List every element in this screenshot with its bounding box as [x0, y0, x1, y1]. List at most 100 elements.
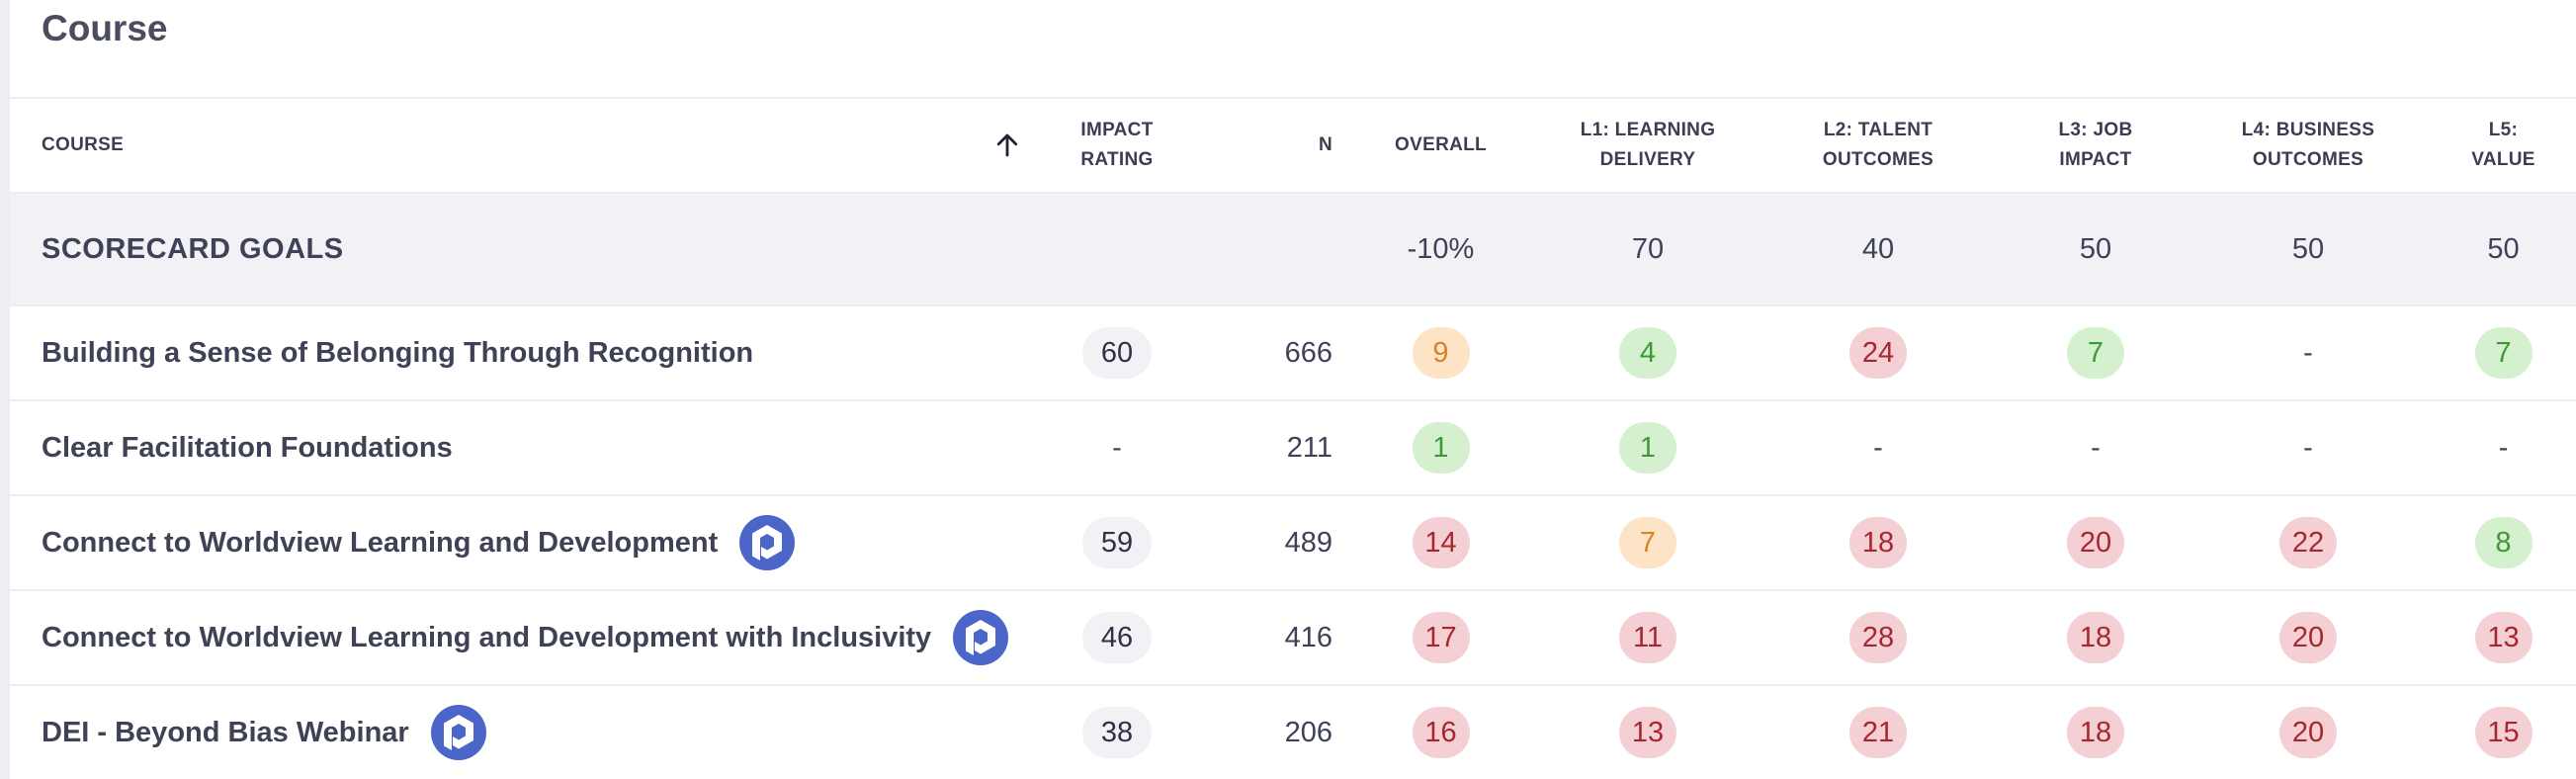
- impact-rating-badge: 46: [1082, 612, 1152, 663]
- course-name[interactable]: Connect to Worldview Learning and Develo…: [42, 526, 719, 559]
- l4-cell: 22: [2199, 496, 2417, 589]
- table-row[interactable]: Building a Sense of Belonging Through Re…: [10, 306, 2576, 401]
- table-row[interactable]: DEI - Beyond Bias Webinar 38 206 16 13 2…: [10, 686, 2576, 779]
- score-badge-l2: 24: [1849, 327, 1907, 379]
- scorecard-goals-label: SCORECARD GOALS: [42, 232, 344, 265]
- n-cell: 489: [1216, 496, 1332, 589]
- provider-logo-icon: [739, 515, 796, 570]
- impact-rating-badge: 38: [1082, 707, 1152, 758]
- course-cell[interactable]: Connect to Worldview Learning and Develo…: [42, 496, 1030, 589]
- score-badge-l3: 7: [2067, 327, 2124, 379]
- score-badge-l5: 7: [2474, 327, 2533, 379]
- column-header-impact-rating[interactable]: IMPACT RATING: [1080, 120, 1154, 170]
- table-body: Building a Sense of Belonging Through Re…: [10, 306, 2576, 779]
- l3-cell: 18: [2017, 686, 2175, 779]
- score-badge-l2: 21: [1849, 707, 1907, 758]
- impact-rating-cell: 46: [1038, 591, 1196, 684]
- overall-cell: 9: [1354, 306, 1527, 399]
- score-badge-overall: 1: [1412, 422, 1470, 474]
- column-header-n[interactable]: N: [1318, 134, 1332, 155]
- impact-rating-badge: -: [1112, 431, 1122, 464]
- l1-cell: 7: [1554, 496, 1742, 589]
- l3-cell: 20: [2017, 496, 2175, 589]
- column-header-l3-job-impact[interactable]: L3: JOB IMPACT: [2058, 120, 2133, 170]
- n-cell: 211: [1216, 401, 1332, 494]
- score-badge-l4: -: [2303, 431, 2313, 464]
- l2-cell: 18: [1779, 496, 1977, 589]
- column-header-l5-value[interactable]: L5: VALUE: [2471, 120, 2535, 170]
- impact-rating-cell: 38: [1038, 686, 1196, 779]
- table-row[interactable]: Connect to Worldview Learning and Develo…: [10, 591, 2576, 686]
- score-badge-l1: 7: [1619, 517, 1676, 568]
- column-header-l4-business-outcomes[interactable]: L4: BUSINESS OUTCOMES: [2241, 120, 2375, 170]
- score-badge-l4: 22: [2279, 517, 2337, 568]
- goal-l1: 70: [1631, 232, 1665, 265]
- column-header-l1-learning-delivery[interactable]: L1: LEARNING DELIVERY: [1580, 120, 1716, 170]
- overall-cell: 17: [1354, 591, 1527, 684]
- l5-cell: 7: [2442, 306, 2565, 399]
- n-value: 416: [1284, 621, 1332, 653]
- l1-cell: 11: [1554, 591, 1742, 684]
- score-badge-l5: 13: [2474, 612, 2533, 663]
- course-table: COURSE IMPACT RATING N OVERALL L1: LEARNI…: [10, 97, 2576, 779]
- n-value: 206: [1284, 716, 1332, 748]
- l2-cell: -: [1779, 401, 1977, 494]
- l2-cell: 28: [1779, 591, 1977, 684]
- score-badge-l2: 28: [1849, 612, 1907, 663]
- l1-cell: 1: [1554, 401, 1742, 494]
- course-cell[interactable]: DEI - Beyond Bias Webinar: [42, 686, 1030, 779]
- n-cell: 206: [1216, 686, 1332, 779]
- score-badge-l3: -: [2091, 431, 2101, 464]
- overall-cell: 16: [1354, 686, 1527, 779]
- course-cell[interactable]: Clear Facilitation Foundations: [42, 401, 1030, 494]
- goal-l4: 50: [2291, 232, 2325, 265]
- course-cell[interactable]: Building a Sense of Belonging Through Re…: [42, 306, 1030, 399]
- score-badge-l4: -: [2303, 336, 2313, 369]
- impact-rating-cell: -: [1038, 401, 1196, 494]
- column-header-overall[interactable]: OVERALL: [1395, 134, 1487, 155]
- course-cell[interactable]: Connect to Worldview Learning and Develo…: [42, 591, 1030, 684]
- table-row[interactable]: Connect to Worldview Learning and Develo…: [10, 496, 2576, 591]
- goal-l2: 40: [1861, 232, 1895, 265]
- score-badge-overall: 9: [1412, 327, 1470, 379]
- course-name[interactable]: DEI - Beyond Bias Webinar: [42, 716, 409, 748]
- score-badge-l1: 13: [1619, 707, 1676, 758]
- goal-l3: 50: [2079, 232, 2112, 265]
- n-value: 666: [1284, 336, 1332, 369]
- l2-cell: 24: [1779, 306, 1977, 399]
- l4-cell: 20: [2199, 591, 2417, 684]
- score-badge-overall: 17: [1412, 612, 1470, 663]
- l3-cell: 7: [2017, 306, 2175, 399]
- score-badge-l4: 20: [2279, 612, 2337, 663]
- score-badge-l3: 18: [2067, 707, 2124, 758]
- l5-cell: -: [2442, 401, 2565, 494]
- score-badge-l5: 8: [2474, 517, 2533, 568]
- course-name[interactable]: Connect to Worldview Learning and Develo…: [42, 621, 932, 653]
- page-title: Course: [42, 8, 168, 48]
- column-header-l2-talent-outcomes[interactable]: L2: TALENT OUTCOMES: [1822, 120, 1934, 170]
- provider-logo-icon: [953, 610, 1009, 665]
- course-name[interactable]: Building a Sense of Belonging Through Re…: [42, 336, 754, 369]
- n-value: 211: [1286, 431, 1332, 464]
- goal-l5: 50: [2487, 232, 2520, 265]
- column-header-course[interactable]: COURSE: [42, 134, 125, 155]
- l2-cell: 21: [1779, 686, 1977, 779]
- score-badge-l1: 1: [1619, 422, 1676, 474]
- score-badge-l5: -: [2498, 431, 2509, 464]
- score-badge-l3: 18: [2067, 612, 2124, 663]
- score-badge-l4: 20: [2279, 707, 2337, 758]
- score-badge-overall: 16: [1412, 707, 1470, 758]
- table-row[interactable]: Clear Facilitation Foundations - 211 1 1…: [10, 401, 2576, 496]
- l4-cell: 20: [2199, 686, 2417, 779]
- l5-cell: 13: [2442, 591, 2565, 684]
- l3-cell: -: [2017, 401, 2175, 494]
- sort-ascending-button[interactable]: [973, 99, 1042, 192]
- impact-rating-badge: 60: [1082, 327, 1152, 379]
- impact-rating-badge: 59: [1082, 517, 1152, 568]
- provider-logo-icon: [430, 705, 486, 760]
- score-badge-overall: 14: [1412, 517, 1470, 568]
- score-badge-l1: 11: [1619, 612, 1676, 663]
- course-name[interactable]: Clear Facilitation Foundations: [42, 431, 453, 464]
- impact-rating-cell: 60: [1038, 306, 1196, 399]
- scorecard-goals-row: SCORECARD GOALS -10% 70 40 50 50 50: [10, 194, 2576, 306]
